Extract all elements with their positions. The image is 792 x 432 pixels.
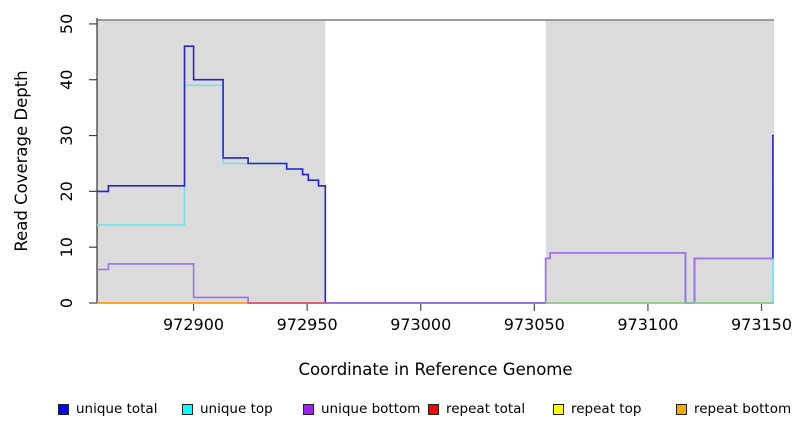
y-axis: 0 10 20 30 40 50 — [57, 14, 97, 308]
shaded-region — [545, 20, 774, 303]
legend-label: unique bottom — [321, 401, 421, 417]
x-tick-label: 973050 — [504, 315, 565, 334]
legend-swatch — [553, 403, 564, 415]
legend-swatch — [428, 403, 439, 415]
x-tick-label: 972950 — [277, 315, 338, 334]
y-tick-label: 10 — [57, 237, 76, 257]
legend-item-unique-bottom: unique bottom — [303, 402, 420, 416]
legend-item-repeat-top: repeat top — [553, 402, 641, 416]
coverage-plot: 972900 972950 973000 973050 973100 973150 0 10… — [12, 14, 792, 379]
y-tick-label: 20 — [57, 181, 76, 201]
y-tick-label: 50 — [57, 14, 76, 34]
legend-item-repeat-total: repeat total — [428, 402, 525, 416]
legend-swatch — [182, 403, 193, 415]
x-axis-label: Coordinate in Reference Genome — [298, 360, 572, 379]
legend-item-unique-top: unique top — [182, 402, 273, 416]
y-tick-label: 0 — [57, 298, 76, 308]
legend-label: repeat total — [446, 401, 526, 417]
legend-label: unique total — [76, 401, 158, 417]
y-tick-label: 40 — [57, 70, 76, 90]
x-axis: 972900 972950 973000 973050 973100 973150 — [163, 304, 792, 334]
x-tick-label: 973150 — [731, 315, 792, 334]
legend-item-repeat-bottom: repeat bottom — [676, 402, 791, 416]
legend-label: repeat top — [571, 401, 642, 417]
shaded-region — [97, 20, 326, 303]
x-tick-label: 973100 — [617, 315, 678, 334]
shaded-regions — [97, 20, 774, 303]
legend-swatch — [676, 403, 687, 415]
legend-label: repeat bottom — [694, 401, 792, 417]
plot-frame — [96, 18, 774, 303]
x-tick-label: 972900 — [163, 315, 224, 334]
y-axis-label: Read Coverage Depth — [12, 70, 31, 251]
legend-swatch — [58, 403, 69, 415]
legend-swatch — [303, 403, 314, 415]
legend-item-unique-total: unique total — [58, 402, 157, 416]
legend-label: unique top — [200, 401, 273, 417]
legend: unique total unique top unique bottom repea… — [0, 396, 792, 426]
y-tick-label: 30 — [57, 125, 76, 145]
x-tick-label: 973000 — [390, 315, 451, 334]
